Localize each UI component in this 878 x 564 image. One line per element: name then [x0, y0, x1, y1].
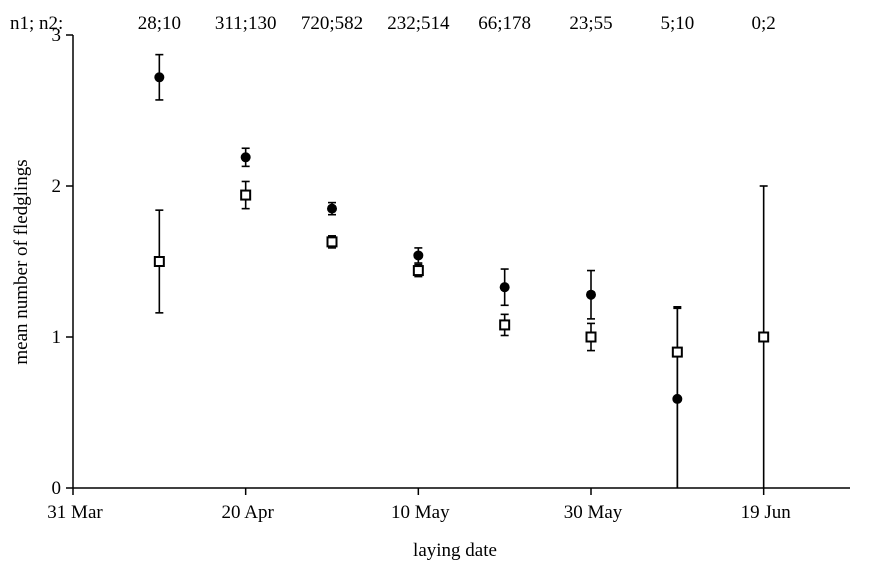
sample-size-label: 232;514: [387, 13, 450, 34]
x-axis-title: laying date: [413, 540, 497, 561]
sample-size-label: 720;582: [301, 13, 363, 34]
data-point-circle: [586, 290, 596, 300]
data-point-square: [414, 266, 423, 275]
data-point-circle: [413, 250, 423, 260]
sample-size-label: 66;178: [478, 13, 531, 34]
x-tick-label: 31 Mar: [47, 502, 103, 523]
data-point-square: [759, 333, 768, 342]
y-tick-label: 2: [52, 176, 62, 197]
x-tick-label: 20 Apr: [222, 502, 275, 523]
sample-size-label: 28;10: [138, 13, 181, 34]
x-tick-label: 10 May: [391, 502, 450, 523]
markers: [154, 72, 768, 404]
y-tick-label: 1: [52, 327, 62, 348]
data-point-square: [673, 348, 682, 357]
data-point-circle: [327, 204, 337, 214]
sample-size-label: 23;55: [569, 13, 612, 34]
error-bars: [155, 55, 767, 488]
sample-size-labels: 28;10 311;130 720;582 232;514 66;178 23;55 5;1…: [138, 13, 776, 34]
data-point-square: [328, 237, 337, 246]
data-point-square: [155, 257, 164, 266]
x-tick-label: 19 Jun: [741, 502, 792, 523]
sample-size-label: 311;130: [215, 13, 277, 34]
data-point-circle: [154, 72, 164, 82]
x-ticks: 31 Mar 20 Apr 10 May 30 May 19 Jun: [47, 488, 791, 523]
y-tick-label: 0: [52, 478, 62, 499]
x-tick-label: 30 May: [564, 502, 623, 523]
data-point-circle: [500, 282, 510, 292]
data-point-square: [241, 191, 250, 200]
data-point-square: [587, 333, 596, 342]
data-point-circle: [241, 152, 251, 162]
data-point-square: [500, 320, 509, 329]
sample-size-prefix: n1; n2:: [10, 13, 63, 34]
sample-size-label: 0;2: [752, 13, 776, 34]
sample-size-label: 5;10: [660, 13, 694, 34]
data-point-circle: [672, 394, 682, 404]
y-axis-title: mean number of fledglings: [11, 159, 32, 364]
